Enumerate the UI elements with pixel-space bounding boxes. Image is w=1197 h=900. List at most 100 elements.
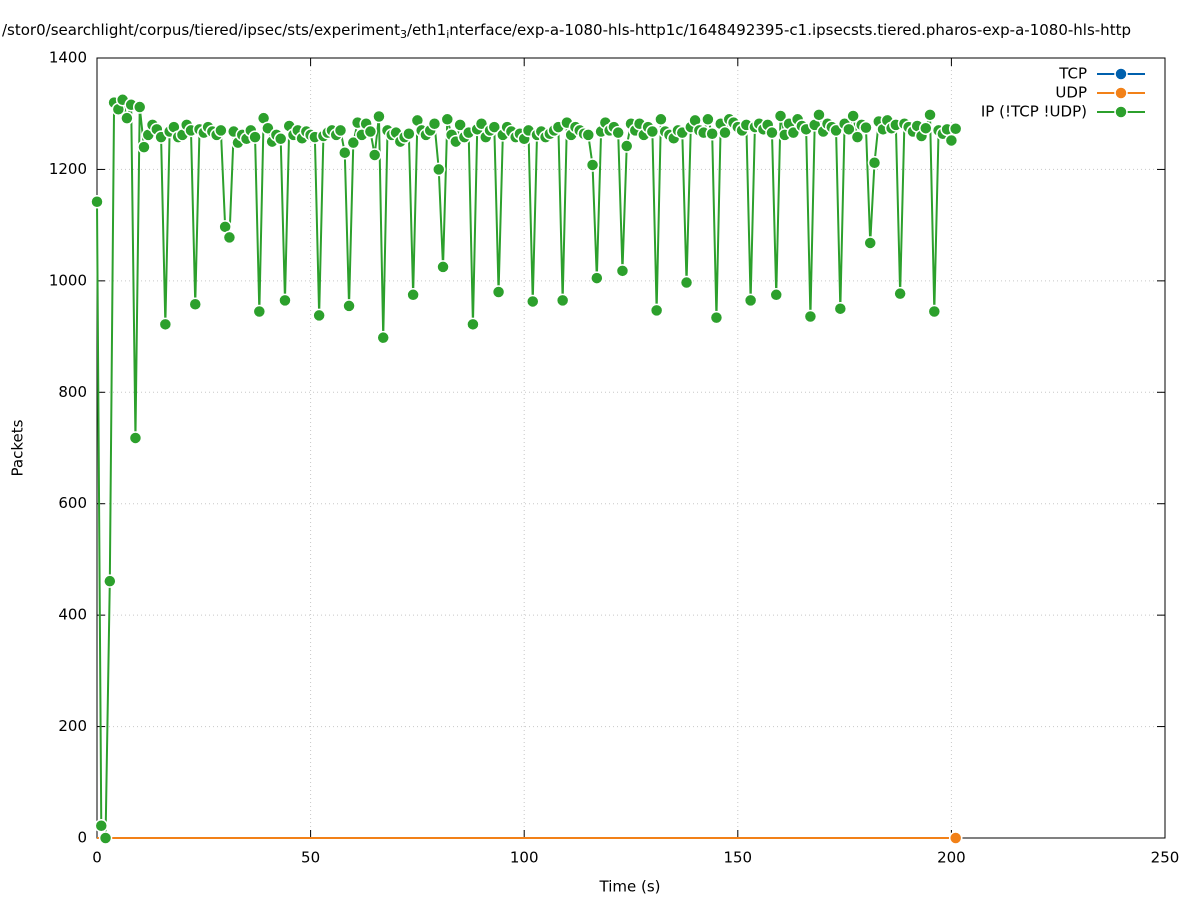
y-tick-label: 600 xyxy=(58,494,87,512)
data-point xyxy=(803,309,818,324)
data-point xyxy=(333,123,348,138)
data-point xyxy=(850,130,865,144)
plot-border xyxy=(96,57,1166,839)
data-point xyxy=(363,124,378,139)
series-line xyxy=(96,96,957,839)
data-point xyxy=(927,304,942,319)
legend-label: TCP xyxy=(1058,65,1087,83)
data-point xyxy=(432,162,446,177)
data-point xyxy=(654,112,668,127)
data-point xyxy=(867,155,882,170)
data-point xyxy=(649,303,664,318)
data-point xyxy=(718,125,732,140)
data-point xyxy=(859,120,873,135)
legend-label: IP (!TCP !UDP) xyxy=(981,103,1087,121)
data-point xyxy=(338,145,352,160)
data-point xyxy=(98,831,113,845)
data-point xyxy=(679,275,694,290)
data-point xyxy=(188,297,203,312)
data-point xyxy=(555,293,570,308)
data-point xyxy=(769,288,783,302)
data-point xyxy=(585,158,600,172)
legend-marker xyxy=(1114,67,1128,81)
data-point xyxy=(863,236,877,250)
data-point xyxy=(342,299,356,313)
data-point xyxy=(222,230,237,245)
data-point xyxy=(248,130,262,144)
data-point xyxy=(705,127,719,141)
data-point xyxy=(90,194,104,209)
y-tick-label: 800 xyxy=(58,383,87,401)
y-tick-label: 1000 xyxy=(49,271,87,289)
data-point xyxy=(346,135,361,150)
data-point xyxy=(94,818,109,833)
data-point xyxy=(842,122,856,137)
data-point xyxy=(619,139,634,153)
data-point xyxy=(376,330,390,345)
data-point xyxy=(581,128,596,142)
data-point xyxy=(846,109,860,123)
data-point xyxy=(440,112,455,127)
data-point xyxy=(701,112,715,127)
x-tick-label: 100 xyxy=(510,849,539,867)
x-tick-label: 0 xyxy=(92,849,102,867)
data-point xyxy=(137,140,151,154)
data-point xyxy=(833,301,848,316)
y-tick-label: 400 xyxy=(58,606,87,624)
x-tick-label: 150 xyxy=(723,849,752,867)
data-point xyxy=(487,120,502,134)
legend-marker xyxy=(1114,105,1128,119)
data-point xyxy=(252,304,267,319)
data-point xyxy=(923,108,937,122)
y-tick-label: 200 xyxy=(58,717,87,735)
data-point xyxy=(812,108,826,122)
data-point xyxy=(525,294,540,309)
data-point xyxy=(590,271,604,285)
data-point xyxy=(948,122,963,136)
title-subscript: i xyxy=(446,28,449,41)
data-point xyxy=(773,109,788,123)
data-point xyxy=(453,118,467,132)
data-point xyxy=(278,293,292,308)
data-point xyxy=(765,125,779,140)
data-point xyxy=(367,148,382,162)
data-point xyxy=(372,109,386,124)
data-point xyxy=(611,125,625,140)
x-tick-label: 50 xyxy=(301,849,320,867)
title-part: /stor0/searchlight/corpus/tiered/ipsec/s… xyxy=(2,21,400,39)
y-tick-label: 1400 xyxy=(49,49,87,67)
chart-title: /stor0/searchlight/corpus/tiered/ipsec/s… xyxy=(2,21,1131,42)
data-point xyxy=(406,288,420,302)
x-axis-label: Time (s) xyxy=(599,878,661,896)
x-tick-label: 250 xyxy=(1151,849,1180,867)
data-point xyxy=(743,293,758,308)
data-point xyxy=(427,116,442,131)
data-point xyxy=(312,308,326,323)
data-point xyxy=(158,317,173,332)
data-point xyxy=(103,574,117,588)
title-part: nterface/exp-a-1080-hls-http1c/164849239… xyxy=(449,21,1131,39)
data-point xyxy=(709,310,724,325)
data-point xyxy=(402,127,416,141)
title-part: /eth1 xyxy=(407,21,446,39)
data-point xyxy=(128,431,143,445)
title-subscript: 3 xyxy=(400,28,407,41)
legend-label: UDP xyxy=(1055,84,1087,102)
x-tick-label: 200 xyxy=(937,849,966,867)
data-point xyxy=(466,317,480,332)
data-point xyxy=(273,132,288,146)
y-tick-label: 1200 xyxy=(49,160,87,178)
y-axis-label: Packets xyxy=(9,419,27,476)
data-point xyxy=(919,121,933,135)
data-point xyxy=(491,285,506,299)
data-point xyxy=(436,260,450,274)
data-point xyxy=(645,124,660,139)
data-point xyxy=(132,100,147,114)
data-point xyxy=(948,831,963,845)
y-tick-label: 0 xyxy=(77,829,87,847)
data-point xyxy=(615,264,630,278)
legend-marker xyxy=(1114,86,1128,100)
data-point xyxy=(893,286,907,301)
data-point xyxy=(214,123,228,138)
